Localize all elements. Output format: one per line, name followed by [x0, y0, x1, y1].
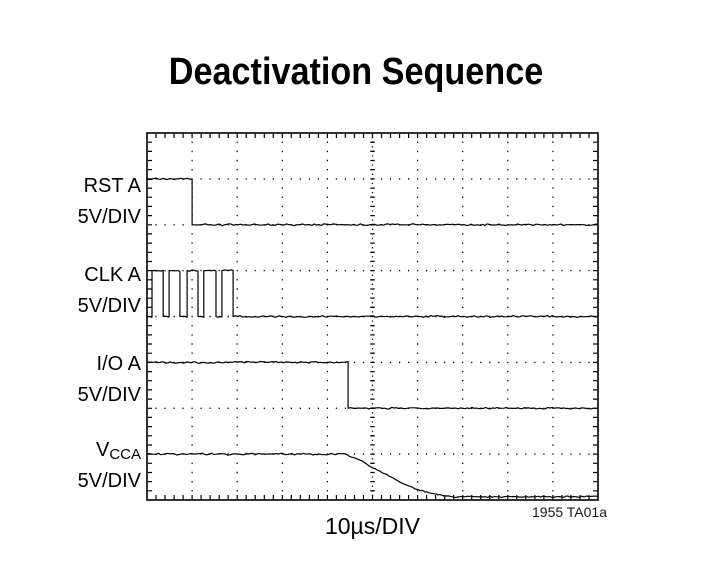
channel-label-clk-a: CLK A 5V/DIV [0, 262, 141, 319]
channel-scale: 5V/DIV [77, 206, 141, 228]
channel-scale: 5V/DIV [77, 295, 141, 317]
channel-scale: 5V/DIV [77, 384, 141, 406]
channel-label-io-a: I/O A 5V/DIV [0, 351, 141, 408]
figure-reference: 1955 TA01a [532, 504, 607, 520]
channel-name: I/O A [96, 353, 141, 375]
channel-label-rst-a: RST A 5V/DIV [0, 173, 141, 230]
channel-name: VCCA [95, 439, 141, 463]
channel-name: CLK A [84, 264, 141, 286]
channel-name: RST A [83, 175, 141, 197]
timebase-label: 10µs/DIV [324, 513, 421, 539]
channel-scale: 5V/DIV [77, 470, 141, 492]
channel-label-vcca: VCCA 5V/DIV [0, 437, 141, 494]
chart-title: Deactivation Sequence [168, 51, 544, 93]
